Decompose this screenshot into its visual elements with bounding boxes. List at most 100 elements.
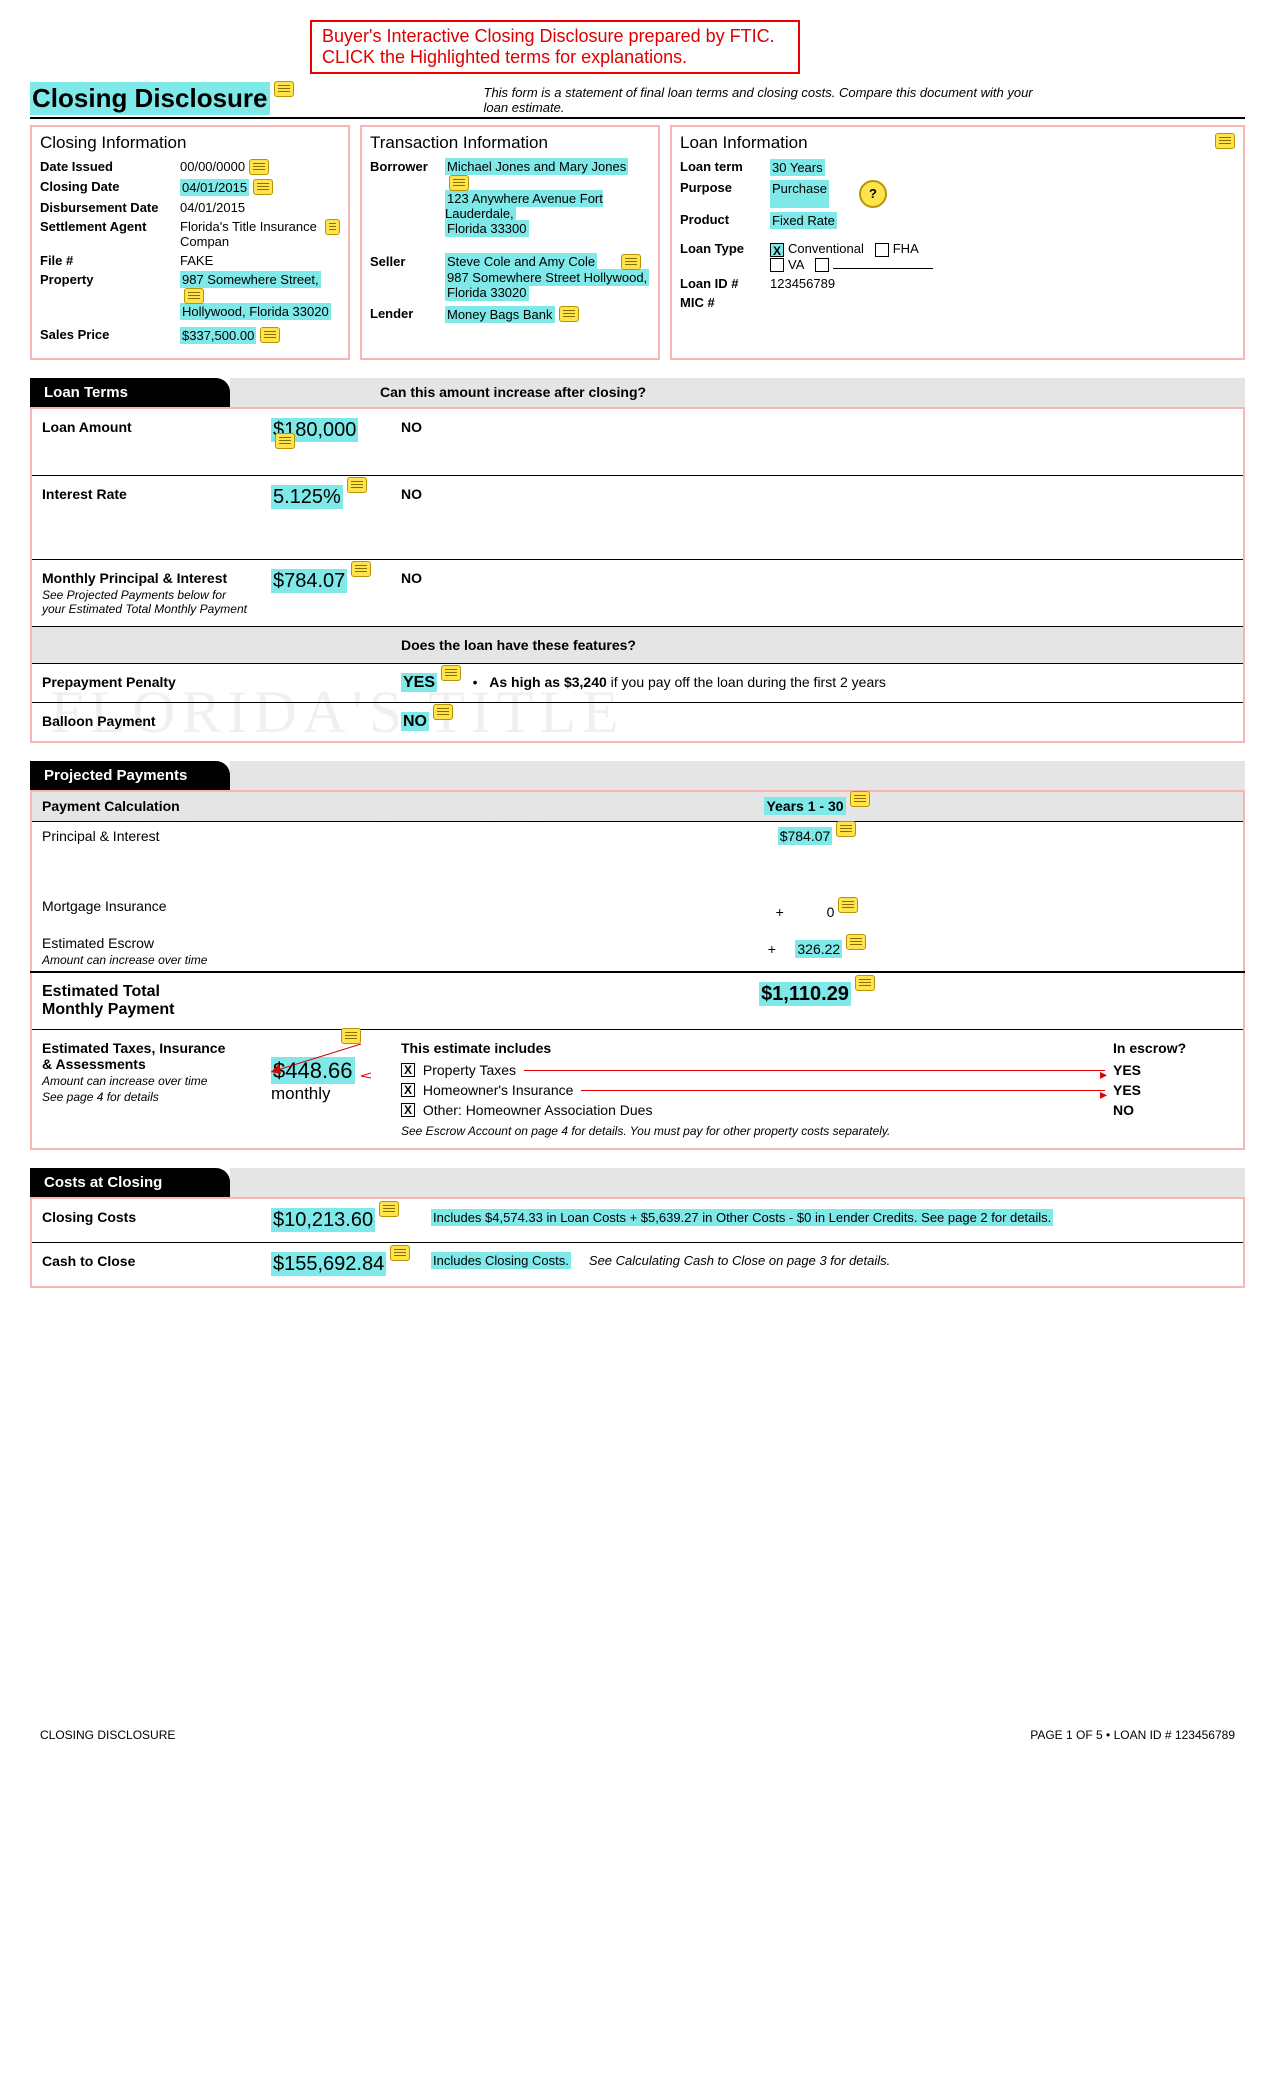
note-icon[interactable] [441, 665, 461, 681]
note-icon[interactable] [855, 975, 875, 991]
closing-costs-note[interactable]: Includes $4,574.33 in Loan Costs + $5,63… [431, 1209, 1053, 1226]
features-question: Does the loan have these features? [391, 626, 1244, 663]
escrow-note: See Escrow Account on page 4 for details… [401, 1124, 1233, 1138]
balloon-answer[interactable]: NO [401, 712, 429, 731]
total-value[interactable]: $1,110.29 [759, 982, 851, 1006]
borrower-label: Borrower [370, 159, 445, 236]
footer-left: CLOSING DISCLOSURE [40, 1728, 175, 1742]
balloon-label: Balloon Payment [31, 702, 261, 742]
price-value[interactable]: $337,500.00 [180, 327, 256, 344]
checkbox-fha[interactable] [875, 243, 889, 257]
note-icon[interactable] [351, 561, 371, 577]
other-line [833, 268, 933, 269]
help-icon[interactable]: ? [859, 180, 887, 208]
date-issued-label: Date Issued [40, 159, 180, 175]
ctc-note1[interactable]: Includes Closing Costs. [431, 1252, 571, 1269]
arrow-line: ▸ [524, 1070, 1105, 1071]
projected-header: Projected Payments [30, 761, 1245, 790]
checkbox-other[interactable] [815, 258, 829, 272]
borrower-value[interactable]: Michael Jones and Mary Jones 123 Anywher… [445, 159, 650, 236]
note-icon[interactable] [249, 159, 269, 175]
inc-homeins: Homeowner's Insurance [423, 1082, 574, 1098]
esc-proptax: YES [1113, 1062, 1233, 1078]
note-icon[interactable] [1215, 133, 1235, 149]
calc-label: Payment Calculation [31, 791, 261, 822]
note-icon[interactable] [838, 897, 858, 913]
note-icon[interactable] [341, 1028, 361, 1044]
banner-line1: Buyer's Interactive Closing Disclosure p… [322, 26, 788, 47]
doc-title[interactable]: Closing Disclosure [30, 82, 270, 115]
costs-table: Closing Costs $10,213.60 Includes $4,574… [30, 1197, 1245, 1288]
mpi-note: See Projected Payments below for your Es… [42, 588, 251, 616]
checkbox-conventional[interactable] [770, 243, 784, 257]
note-icon[interactable] [559, 306, 579, 322]
costs-header: Costs at Closing [30, 1168, 1245, 1197]
esc-homeins: YES [1113, 1082, 1233, 1098]
tax-unit: monthly [271, 1084, 381, 1104]
footer-right: PAGE 1 OF 5 • LOAN ID # 123456789 [1030, 1728, 1235, 1742]
banner: Buyer's Interactive Closing Disclosure p… [310, 20, 800, 74]
rate-label: Interest Rate [31, 475, 261, 559]
mpi-value[interactable]: $784.07 [271, 569, 347, 593]
price-label: Sales Price [40, 327, 180, 344]
loan-id-value: 123456789 [770, 276, 835, 291]
date-issued-value: 00/00/0000 [180, 159, 245, 175]
note-icon[interactable] [379, 1201, 399, 1217]
lender-value[interactable]: Money Bags Bank [445, 306, 555, 323]
projected-tab: Projected Payments [30, 761, 230, 790]
prepay-label: Prepayment Penalty [31, 663, 261, 702]
purpose-label: Purpose [680, 180, 770, 208]
footer: CLOSING DISCLOSURE PAGE 1 OF 5 • LOAN ID… [30, 1728, 1245, 1742]
loan-type-label: Loan Type [680, 241, 770, 272]
property-value[interactable]: 987 Somewhere Street,Hollywood, Florida … [180, 272, 340, 319]
checkbox-va[interactable] [770, 258, 784, 272]
loan-info: Loan Information Loan term30 Years Purpo… [670, 125, 1245, 360]
file-value: FAKE [180, 253, 213, 268]
loan-term-value[interactable]: 30 Years [770, 159, 825, 176]
agent-value: Florida's Title Insurance Compan [180, 219, 321, 249]
note-icon[interactable] [621, 254, 641, 270]
mpi-label: Monthly Principal & InterestSee Projecte… [31, 559, 261, 626]
cash-to-close-value[interactable]: $155,692.84 [271, 1252, 386, 1276]
tax-value[interactable]: $448.66 [271, 1057, 355, 1084]
inc-proptax: Property Taxes [423, 1062, 516, 1078]
checkbox-proptax[interactable] [401, 1063, 415, 1077]
total-label: Estimated TotalMonthly Payment [31, 972, 261, 1030]
loan-amount-answer: NO [391, 408, 1244, 476]
pi-label: Principal & Interest [31, 821, 261, 894]
closing-date-value[interactable]: 04/01/2015 [180, 179, 249, 196]
loan-terms-table: Loan Amount $180,000 NO Interest Rate 5.… [30, 407, 1245, 743]
arrow-line: ▸ [581, 1090, 1105, 1091]
note-icon[interactable] [325, 219, 340, 235]
esc-value[interactable]: 326.22 [795, 940, 842, 958]
rate-answer: NO [391, 475, 1244, 559]
property-label: Property [40, 272, 180, 319]
pi-value[interactable]: $784.07 [778, 827, 833, 845]
product-value[interactable]: Fixed Rate [770, 212, 837, 229]
checkbox-other[interactable] [401, 1103, 415, 1117]
note-icon[interactable] [184, 288, 204, 304]
note-icon[interactable] [449, 175, 469, 191]
note-icon[interactable] [846, 934, 866, 950]
purpose-value[interactable]: Purchase [770, 180, 829, 208]
note-icon[interactable] [836, 821, 856, 837]
rate-value[interactable]: 5.125% [271, 485, 343, 509]
projected-table: Payment Calculation Years 1 - 30 Principa… [30, 790, 1245, 1151]
note-icon[interactable] [433, 704, 453, 720]
note-icon[interactable] [850, 791, 870, 807]
mi-value: 0 [827, 904, 835, 920]
prepay-answer: YES • As high as $3,240 if you pay off t… [391, 663, 1244, 702]
closing-costs-value[interactable]: $10,213.60 [271, 1208, 375, 1232]
closing-info: Closing Information Date Issued00/00/000… [30, 125, 350, 360]
note-icon[interactable] [275, 433, 295, 449]
years-value[interactable]: Years 1 - 30 [764, 797, 845, 815]
note-icon[interactable] [347, 477, 367, 493]
disb-date-label: Disbursement Date [40, 200, 180, 215]
seller-value[interactable]: Steve Cole and Amy Cole 987 Somewhere St… [445, 254, 649, 301]
note-icon[interactable] [390, 1245, 410, 1261]
note-icon[interactable] [274, 81, 294, 97]
note-icon[interactable] [260, 327, 280, 343]
checkbox-homeins[interactable] [401, 1083, 415, 1097]
file-label: File # [40, 253, 180, 268]
note-icon[interactable] [253, 179, 273, 195]
